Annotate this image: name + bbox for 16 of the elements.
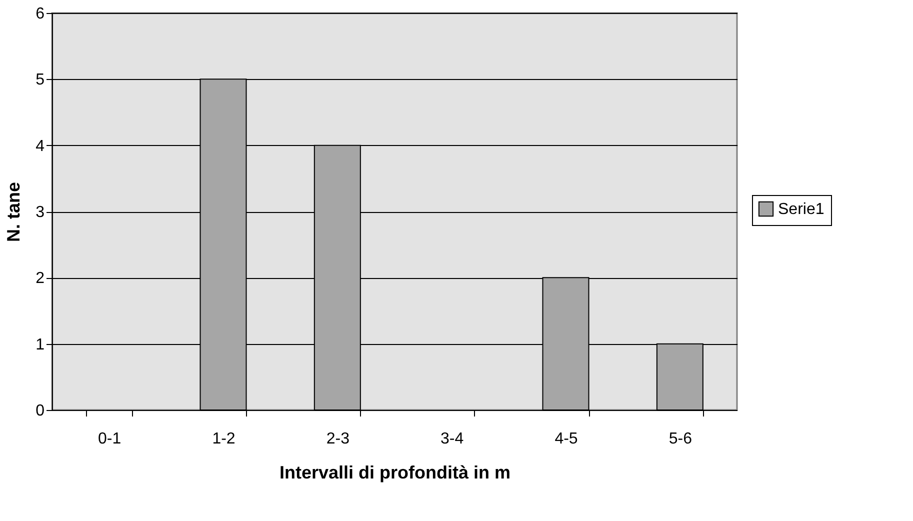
x-tick-label: 5-6	[668, 430, 692, 448]
y-tick-label: 4	[36, 138, 45, 155]
y-axis-title: N. tane	[4, 182, 24, 242]
y-tick-label: 5	[36, 72, 45, 89]
x-tick-label: 1-2	[212, 430, 236, 448]
x-tick-label: 4-5	[554, 430, 578, 448]
y-tick-label: 2	[36, 270, 45, 288]
x-tick-label: 0-1	[98, 430, 122, 448]
y-tick-label: 1	[36, 336, 45, 354]
y-tick-label: 3	[36, 204, 45, 221]
legend-label: Serie1	[778, 201, 824, 218]
y-tick-label: 6	[36, 6, 45, 22]
x-axis-title: Intervalli di profondità in m	[279, 462, 511, 482]
y-tick-label: 0	[36, 402, 45, 420]
x-tick-label: 2-3	[326, 430, 350, 448]
x-tick-label: 3-4	[440, 430, 464, 448]
